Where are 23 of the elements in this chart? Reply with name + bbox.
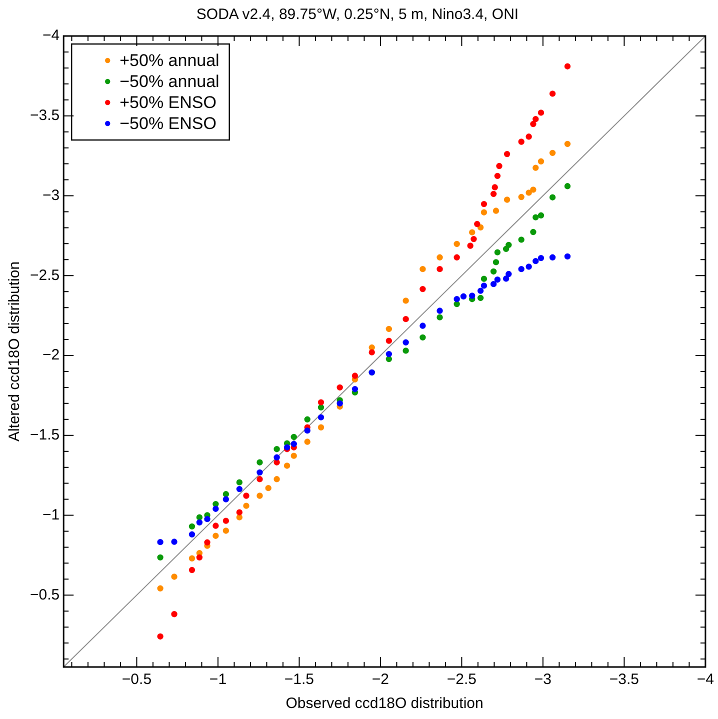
x-tick-label: −2.5 [446,671,477,688]
y-tick-label: −4 [42,27,60,44]
y-axis-title: Altered ccd18O distribution [6,261,24,442]
x-tick-label: −3.5 [609,671,640,688]
legend-label: +50% annual [120,51,220,70]
x-tick-label: −0.5 [122,671,152,688]
y-tick-label: −3 [42,186,60,204]
x-tick-label: −4 [696,671,714,688]
legend-label: +50% ENSO [120,93,216,112]
x-tick-label: −2 [372,671,390,688]
x-tick-label: −3 [534,671,552,688]
y-tick-label: −0.5 [30,586,60,604]
y-tick-label: −1.5 [30,426,60,444]
legend-label: −50% annual [120,72,220,92]
chart-title: SODA v2.4, 89.75°W, 0.25°N, 5 m, Nino3.4, ONI [196,6,519,24]
y-tick-label: −1 [42,506,60,524]
y-tick-label: −2 [42,346,60,364]
x-axis-title: Observed ccd18O distribution [286,695,484,712]
legend-label: −50% ENSO [120,114,216,134]
x-tick-label: −1 [209,671,227,688]
y-tick-label: −3.5 [30,107,60,124]
y-tick-label: −2.5 [30,266,60,284]
x-tick-label: −1.5 [284,671,314,688]
